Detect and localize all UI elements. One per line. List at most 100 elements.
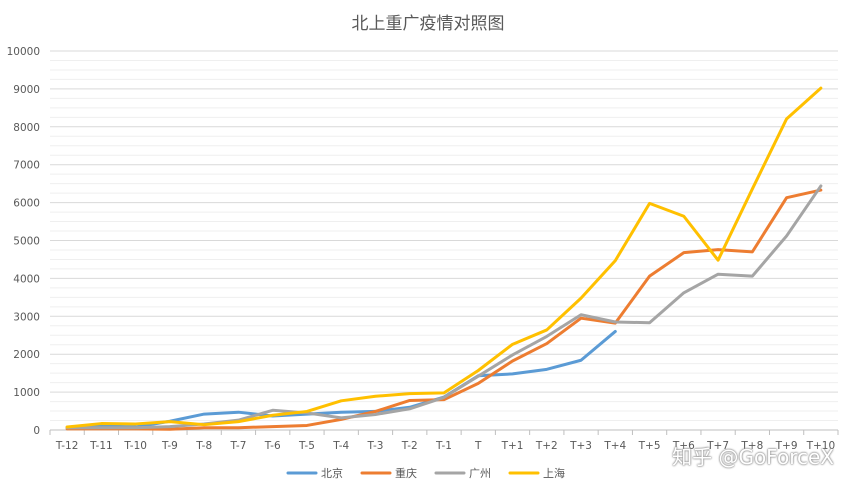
x-tick-label: T+9 (775, 440, 798, 452)
legend-label: 重庆 (395, 466, 417, 480)
data-point (751, 250, 754, 253)
x-tick-label: T-10 (123, 440, 147, 452)
x-tick-label: T-4 (332, 440, 349, 452)
y-tick-label: 10000 (7, 46, 40, 58)
x-tick-label: T-5 (298, 440, 315, 452)
data-point (271, 414, 274, 417)
data-point (717, 248, 720, 251)
y-tick-label: 4000 (13, 273, 40, 285)
data-point (477, 369, 480, 372)
data-point (648, 275, 651, 278)
legend-item: 广州 (434, 467, 491, 480)
data-point (134, 426, 137, 429)
data-point (545, 335, 548, 338)
chart-title: 北上重广疫情对照图 (352, 14, 505, 34)
data-point (751, 275, 754, 278)
data-point (340, 399, 343, 402)
legend-item: 北京 (286, 466, 343, 480)
data-point (717, 259, 720, 262)
data-point (580, 359, 583, 362)
y-tick-label: 8000 (13, 122, 40, 134)
data-point (648, 321, 651, 324)
data-point (614, 320, 617, 323)
data-point (134, 422, 137, 425)
x-tick-label: T+8 (740, 440, 763, 452)
data-point (203, 426, 206, 429)
data-point (614, 330, 617, 333)
data-point (785, 117, 788, 120)
data-point (100, 426, 103, 429)
data-point (168, 428, 171, 431)
x-tick-label: T+7 (706, 440, 729, 452)
data-point (785, 196, 788, 199)
data-point (682, 291, 685, 294)
data-point (203, 413, 206, 416)
legend-item: 上海 (508, 466, 565, 480)
data-point (374, 395, 377, 398)
data-point (614, 259, 617, 262)
data-point (511, 343, 514, 346)
data-point (819, 87, 822, 90)
data-point (511, 353, 514, 356)
legend-item: 重庆 (360, 466, 417, 480)
data-point (305, 424, 308, 427)
x-tick-label: T+5 (638, 440, 661, 452)
y-tick-label: 9000 (13, 84, 40, 96)
x-tick-label: T-1 (435, 440, 452, 452)
data-point (819, 184, 822, 187)
x-tick-label: T-3 (367, 440, 384, 452)
data-point (408, 399, 411, 402)
data-point (545, 328, 548, 331)
y-tick-label: 3000 (13, 311, 40, 323)
data-point (408, 407, 411, 410)
series-重庆 (65, 188, 823, 431)
legend-label: 广州 (469, 467, 491, 480)
data-point (168, 425, 171, 428)
data-point (443, 391, 446, 394)
data-point (374, 410, 377, 413)
legend-label: 上海 (543, 466, 565, 480)
data-point (751, 187, 754, 190)
data-point (443, 396, 446, 399)
data-point (545, 368, 548, 371)
x-tick-label: T+1 (501, 440, 524, 452)
y-tick-label: 0 (33, 425, 40, 437)
data-point (374, 413, 377, 416)
x-tick-label: T-7 (229, 440, 246, 452)
data-point (785, 234, 788, 237)
x-tick-label: T-9 (161, 440, 178, 452)
data-point (168, 420, 171, 423)
data-point (580, 313, 583, 316)
data-point (580, 297, 583, 300)
data-point (511, 372, 514, 375)
legend-label: 北京 (321, 466, 343, 480)
y-tick-label: 2000 (13, 349, 40, 361)
data-point (237, 420, 240, 423)
y-tick-label: 5000 (13, 236, 40, 248)
data-point (545, 342, 548, 345)
x-tick-label: T+10 (806, 440, 836, 452)
x-tick-label: T+4 (603, 440, 626, 452)
data-point (477, 382, 480, 385)
data-point (682, 251, 685, 254)
data-point (271, 409, 274, 412)
data-point (340, 416, 343, 419)
x-tick-label: T (474, 440, 482, 452)
data-point (717, 273, 720, 276)
data-point (682, 215, 685, 218)
data-point (408, 392, 411, 395)
series-上海 (65, 86, 823, 429)
data-point (237, 411, 240, 414)
data-point (648, 202, 651, 205)
data-point (100, 422, 103, 425)
x-tick-label: T-11 (89, 440, 113, 452)
data-point (305, 410, 308, 413)
y-tick-label: 1000 (13, 387, 40, 399)
x-tick-label: T+6 (672, 440, 695, 452)
y-tick-label: 6000 (13, 198, 40, 210)
data-point (511, 360, 514, 363)
x-tick-label: T-12 (55, 440, 79, 452)
data-point (66, 425, 69, 428)
